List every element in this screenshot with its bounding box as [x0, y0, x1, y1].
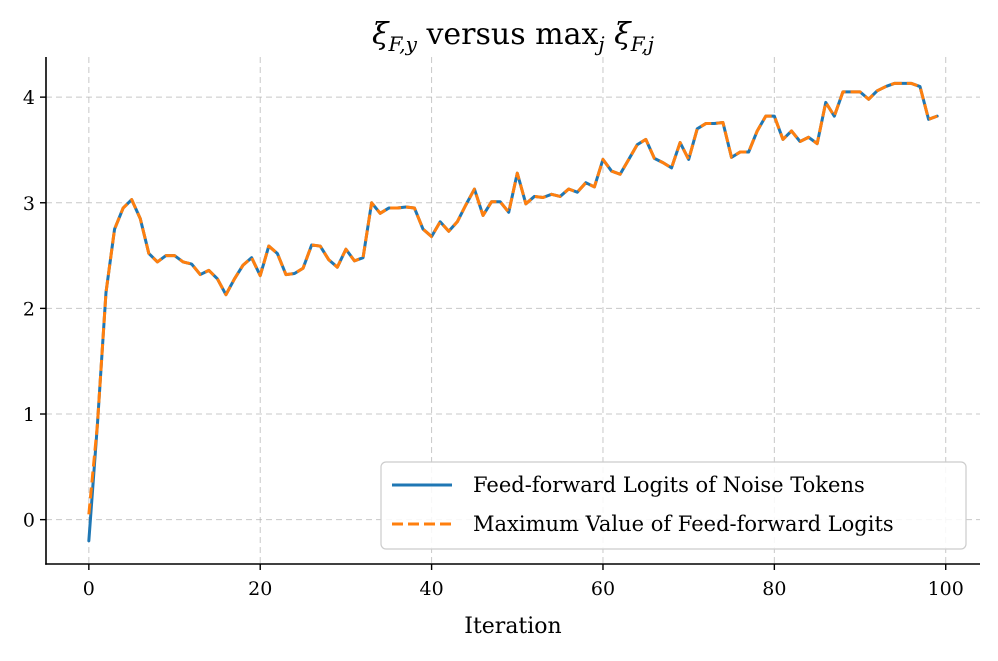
series-line-max-value [87, 81, 938, 515]
y-tick-label: 0 [23, 510, 35, 532]
title-subscript-j: j [594, 32, 604, 56]
ticks: 0 20 40 60 80 100 0 1 2 3 4 [23, 87, 964, 600]
title-versus-max: versus max [417, 17, 599, 52]
title-xi-1: ξ [372, 17, 390, 52]
x-tick-label: 0 [83, 578, 95, 600]
x-tick-label: 20 [248, 578, 272, 600]
title-xi-2: ξ [605, 17, 633, 52]
x-tick-label: 80 [762, 578, 786, 600]
x-tick-label: 40 [420, 578, 444, 600]
title-subscript-fy: F,y [388, 32, 418, 56]
x-tick-label: 100 [928, 578, 964, 600]
legend-box [380, 461, 967, 550]
series-lines [87, 81, 939, 543]
y-tick-label: 2 [23, 298, 35, 320]
y-tick-label: 4 [23, 87, 35, 109]
x-tick-label: 60 [591, 578, 615, 600]
legend: Feed-forward Logits of Noise Tokens Maxi… [380, 461, 967, 550]
legend-label-max-value: Maximum Value of Feed-forward Logits [473, 512, 894, 536]
title-subscript-fj: F,j [630, 32, 654, 56]
y-tick-label: 1 [23, 404, 35, 426]
legend-label-noise-tokens: Feed-forward Logits of Noise Tokens [473, 473, 865, 497]
y-tick-label: 3 [23, 193, 35, 215]
x-axis-label: Iteration [464, 614, 561, 639]
chart-title: ξF,y versus maxj ξF,j [372, 17, 654, 56]
axes [45, 57, 980, 565]
